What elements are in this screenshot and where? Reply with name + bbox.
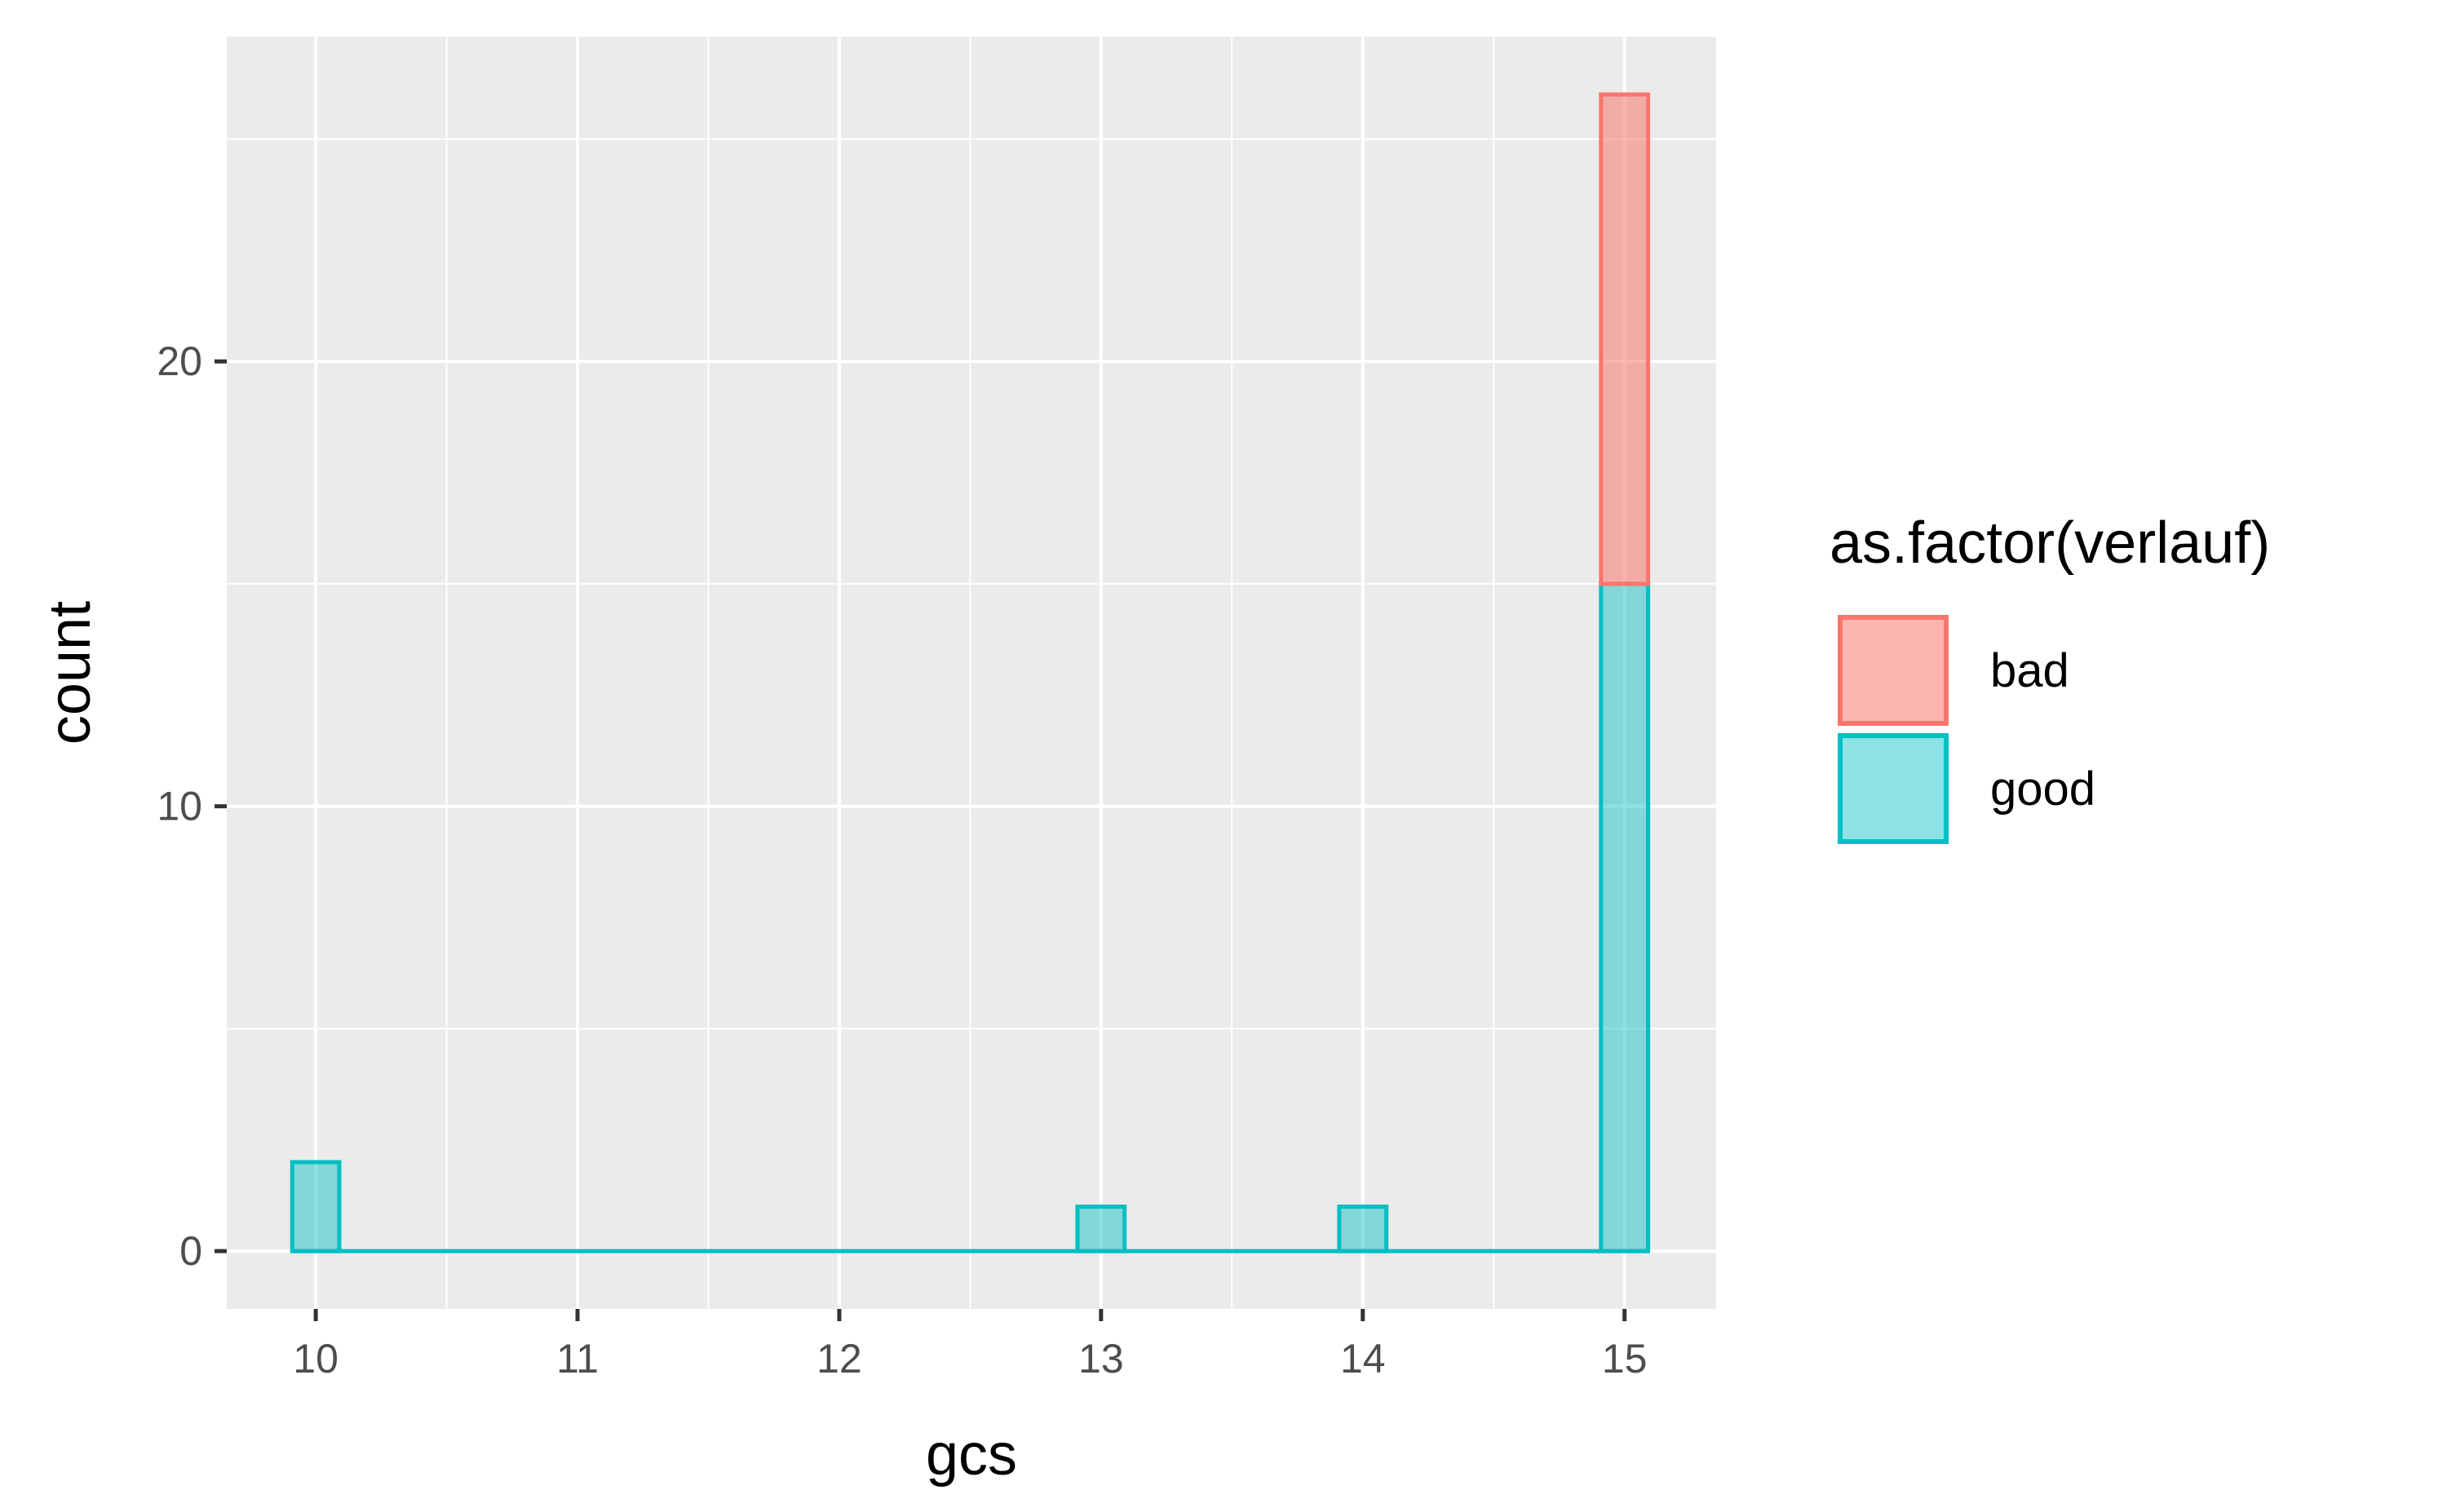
y-axis: 0 10 20	[157, 338, 227, 1274]
bar-bad	[1599, 92, 1651, 586]
x-tick-label: 12	[816, 1336, 862, 1382]
y-axis-title: count	[38, 601, 103, 745]
bars	[290, 92, 1651, 1253]
legend-title: as.factor(verlauf)	[1830, 511, 2270, 576]
x-tick-label: 13	[1078, 1336, 1124, 1382]
x-tick-label: 10	[293, 1336, 339, 1382]
plot-panel	[227, 37, 1716, 1309]
legend-label-good: good	[1990, 763, 2095, 816]
legend-key-bad	[1838, 615, 1949, 726]
legend: as.factor(verlauf) bad good	[1830, 511, 2270, 844]
x-tick-label: 11	[556, 1336, 599, 1382]
y-tick-label: 10	[157, 784, 202, 829]
x-tick-label: 14	[1340, 1336, 1386, 1382]
x-tick-label: 15	[1602, 1336, 1648, 1382]
legend-label-bad: bad	[1990, 644, 2069, 697]
grid	[227, 37, 1716, 1309]
bar-good	[1075, 1205, 1127, 1253]
x-axis-title: gcs	[926, 1422, 1017, 1488]
legend-key-good	[1838, 733, 1949, 844]
bar-good	[290, 1160, 342, 1253]
y-tick-label: 20	[157, 338, 202, 384]
y-tick-label: 0	[179, 1228, 202, 1274]
bar-good	[1599, 581, 1651, 1253]
x-axis: 10 11 12 13 14 15	[293, 1309, 1647, 1382]
bar-good	[1337, 1205, 1389, 1253]
